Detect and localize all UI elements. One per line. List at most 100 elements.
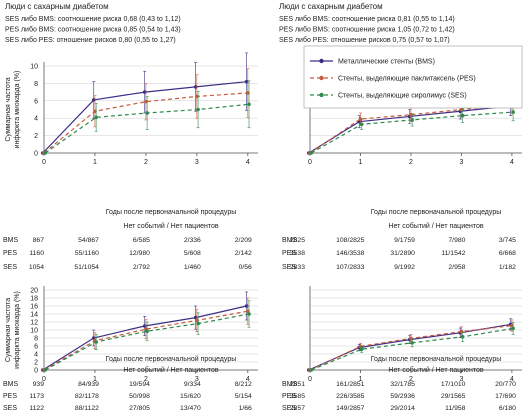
y-tick-label: 16 [30,304,38,311]
legend-marker-pes [319,75,324,81]
x-tick-label: 2 [144,376,148,383]
table-row-label: SES [3,264,17,271]
x-tick-label: 1 [93,376,97,383]
series-line-bms [308,323,511,371]
data-point [94,115,98,120]
x-tick-label: 1 [359,159,363,166]
table-cell: 84/939 [78,381,99,388]
table-cell: 27/805 [129,405,150,412]
y-tick-label: 14 [30,312,38,319]
x-tick-label: 2 [409,376,413,383]
table-cell: 2/792 [133,264,150,271]
table-cell: 939 [33,381,45,388]
table-cell: 2/958 [448,264,465,271]
table-row-label: SES [3,405,17,412]
table-row-label: PES [3,393,17,400]
x-tick-label: 3 [195,376,199,383]
table-cell: 5/154 [235,393,252,400]
x-tick-label: 3 [459,159,463,166]
data-point [511,326,515,331]
x-tick-label: 0 [308,376,312,383]
table-row-label: BMS [3,237,19,244]
data-point [93,109,97,114]
legend-marker-bms [319,58,324,64]
data-point [359,347,364,352]
data-point [94,340,98,344]
hazard-ratio-text: SES либо BMS: соотношение риска 0,81 (0,… [279,15,455,23]
table-cell: 2/336 [184,237,201,244]
table-cell: 1122 [29,405,44,412]
chart-panel-1: Люди с сахарным диабетом SES либо BMS: со… [3,2,258,271]
table-cell: 1/66 [239,405,252,412]
x-tick-label: 2 [144,159,148,166]
data-point [144,99,148,104]
y-tick-label: 18 [30,296,38,303]
table-cell: 107/2833 [336,264,365,271]
table-cell: 3/745 [499,237,516,244]
legend-label: Стенты, выделяющие паклитаксель (PES) [338,76,476,83]
table-cell: 59/2936 [390,393,415,400]
table-cell: 2825 [290,237,305,244]
series-line-pes [309,325,512,371]
events-table: Нет событий / Нет пациентов BMS 867 54/867 6… [3,222,252,271]
hazard-ratio-text: SES либо PES: отношение рисков 0,75 (0,5… [279,36,450,44]
table-cell: 9/1992 [394,264,415,271]
data-point [511,110,515,114]
table-row-label: BMS [3,381,19,388]
data-point [145,329,149,334]
x-axis-label: Годы после первоначальной процедуры [106,355,237,363]
panel-title: Люди с сахарным диабетом [279,2,383,11]
table-cell: 2851 [290,381,305,388]
table-row-label: PES [3,250,17,257]
table-cell: 17/1010 [441,381,466,388]
table-row-label: SES [282,264,296,271]
table-row-label: PES [282,393,296,400]
x-tick-label: 3 [195,159,199,166]
table-cell: 29/1565 [441,393,466,400]
x-tick-label: 1 [359,376,363,383]
legend-label: Стенты, выделяющие сиролимус (SES) [338,93,467,100]
data-point [460,113,465,118]
chart-panel-2: Люди с сахарным диабетом SES либо BMS: со… [279,2,523,271]
table-cell: 20/770 [495,381,516,388]
table-cell: 9/334 [184,381,201,388]
y-tick-label: 2 [34,133,38,140]
table-cell: 19/594 [129,381,150,388]
y-tick-label: 8 [34,81,38,88]
table-row-label: BMS [282,237,298,244]
data-point [309,151,314,155]
y-tick-label: 10 [30,64,38,71]
y-tick-label: 4 [34,352,38,359]
data-point [410,341,414,345]
table-cell: 2/142 [235,250,252,257]
y-tick-label: 4 [34,116,38,123]
x-tick-label: 4 [510,376,514,383]
data-point [410,118,414,122]
table-cell: 1173 [29,393,44,400]
legend-marker-ses [319,92,324,98]
x-tick-label: 0 [42,376,46,383]
y-tick-label: 8 [34,336,38,343]
x-tick-label: 1 [93,159,97,166]
table-cell: 9/1759 [394,237,415,244]
table-cell: 54/867 [78,237,99,244]
table-cell: 1160 [29,250,44,257]
table-cell: 8/212 [235,381,252,388]
data-point [247,312,251,316]
table-cell: 13/470 [180,405,201,412]
table-cell: 82/1178 [75,393,99,400]
data-point [196,321,200,326]
table-cell: 51/1054 [74,264,99,271]
table-cell: 3585 [290,393,305,400]
y-axis-label: инфаркта миокарда (%) [14,291,21,369]
y-tick-label: 6 [34,98,38,105]
hazard-ratio-text: SES либо PES: отношение рисков 0,80 (0,5… [5,36,176,44]
table-cell: 149/2857 [336,405,365,412]
legend-label: Металлические стенты (BMS) [338,59,435,66]
table-row-label: BMS [282,381,298,388]
legend-box [303,45,523,109]
table-cell: 17/690 [495,393,516,400]
